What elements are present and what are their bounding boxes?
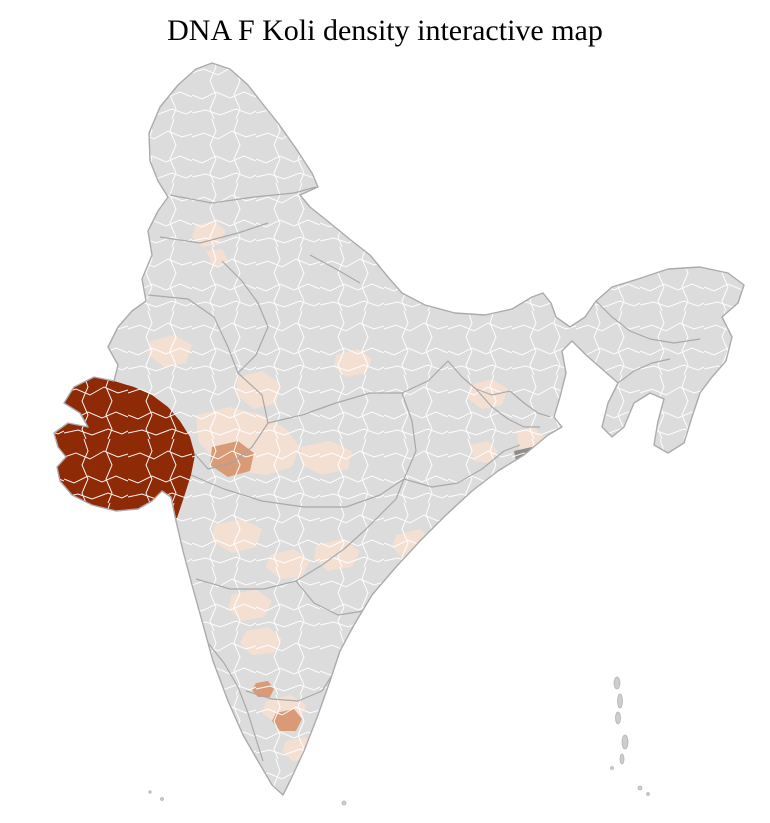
state-borders xyxy=(147,186,701,762)
district-borders-overlay xyxy=(54,63,744,795)
andaman-nicobar-islands[interactable] xyxy=(610,676,650,796)
small-islands xyxy=(148,790,347,806)
koli-density-map-page: DNA F Koli density interactive map xyxy=(0,10,770,823)
india-choropleth-map[interactable] xyxy=(0,55,770,813)
page-title: DNA F Koli density interactive map xyxy=(167,14,603,47)
